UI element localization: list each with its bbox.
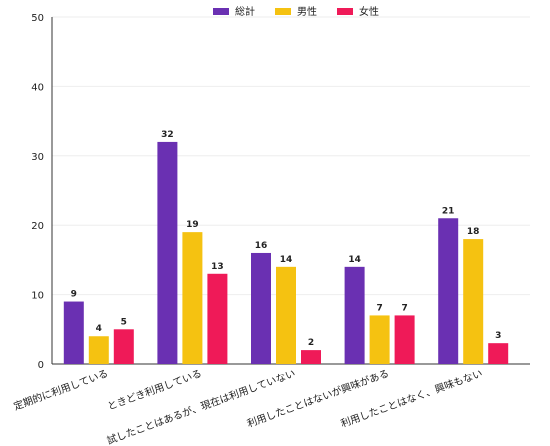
y-tick-label: 20 [31,221,44,232]
value-label: 2 [308,338,314,348]
value-label: 16 [255,241,268,251]
value-label: 7 [401,303,407,313]
value-label: 3 [495,331,501,341]
bar [369,315,390,364]
bar [488,343,509,364]
bar [182,232,203,364]
value-label: 4 [96,324,102,334]
y-tick-label: 40 [31,82,44,93]
value-label: 18 [467,227,480,237]
value-label: 32 [161,130,174,140]
legend-label: 総計 [235,5,255,18]
bar [463,239,484,364]
value-label: 14 [280,255,293,265]
value-label: 5 [121,317,127,327]
legend-label: 女性 [359,5,379,18]
bar [251,252,271,364]
value-label: 9 [71,290,77,300]
bar [394,315,415,364]
legend-label: 男性 [297,5,317,18]
bar [438,218,459,364]
legend-swatch [337,8,353,15]
y-tick-label: 10 [31,291,44,302]
y-tick-label: 30 [31,152,44,163]
bar [63,301,84,364]
value-label: 7 [376,303,382,313]
bar [113,329,134,364]
bar [207,273,228,364]
bar [301,350,321,364]
value-label: 19 [186,220,199,230]
bar [276,266,296,364]
bar [344,266,365,364]
bar [157,141,178,364]
y-tick-label: 0 [38,360,44,371]
y-tick-label: 50 [31,13,44,24]
bar [88,336,109,364]
value-label: 14 [348,255,361,265]
legend-swatch [275,8,291,15]
x-tick-label: 定期的に利用している [12,367,110,413]
value-label: 21 [442,206,455,216]
value-label: 13 [211,262,224,272]
legend-swatch [213,8,229,15]
